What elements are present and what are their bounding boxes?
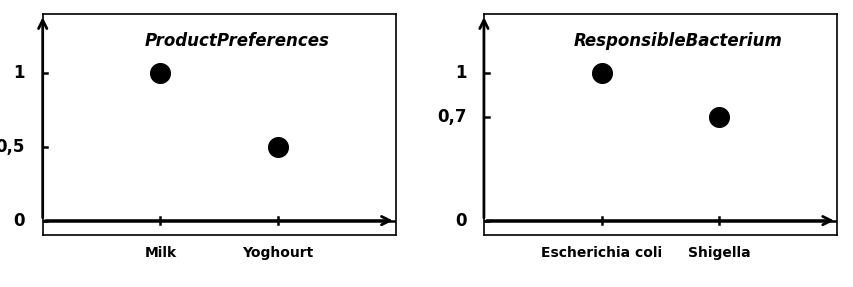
Text: ProductPreferences: ProductPreferences (144, 32, 329, 50)
Text: 1: 1 (455, 64, 466, 82)
Text: 1: 1 (14, 64, 25, 82)
Text: 0,5: 0,5 (0, 138, 25, 156)
Text: Yoghourt: Yoghourt (242, 246, 313, 260)
Text: 0: 0 (14, 212, 25, 230)
Text: 0,7: 0,7 (436, 108, 466, 127)
Point (154, 71, 167, 75)
Point (711, 115, 725, 120)
Text: 0: 0 (455, 212, 466, 230)
Text: Escherichia coli: Escherichia coli (541, 246, 661, 260)
Text: Milk: Milk (144, 246, 177, 260)
Point (594, 71, 607, 75)
Point (271, 145, 285, 149)
Text: ResponsibleBacterium: ResponsibleBacterium (573, 32, 781, 50)
Text: Shigella: Shigella (688, 246, 750, 260)
